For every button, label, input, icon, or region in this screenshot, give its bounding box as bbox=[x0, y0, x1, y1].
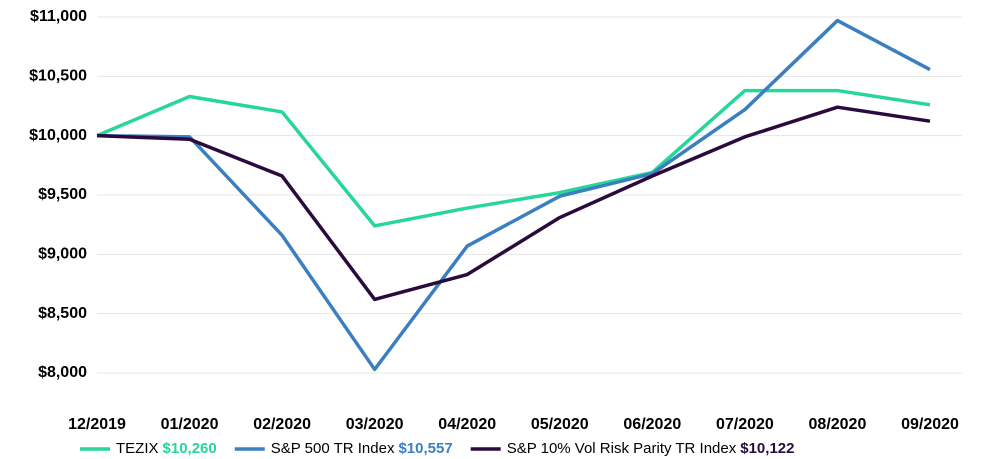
series-line bbox=[96, 105, 931, 302]
y-tick-label: $8,500 bbox=[38, 305, 87, 322]
x-tick-label: 02/2020 bbox=[253, 416, 311, 433]
x-tick-label: 09/2020 bbox=[901, 416, 959, 433]
legend-value: $10,557 bbox=[398, 440, 452, 457]
x-tick-label: 04/2020 bbox=[438, 416, 496, 433]
legend-name: TEZIX bbox=[116, 440, 159, 457]
x-tick-label: 12/2019 bbox=[68, 416, 126, 433]
x-tick-label: 06/2020 bbox=[623, 416, 681, 433]
legend-value: $10,260 bbox=[163, 440, 217, 457]
legend-entry: S&P 10% Vol Risk Parity TR Index $10,122 bbox=[507, 440, 795, 457]
y-tick-label: $9,000 bbox=[38, 246, 87, 263]
y-tick-label: $9,500 bbox=[38, 186, 87, 203]
legend-value: $10,122 bbox=[740, 440, 794, 457]
x-tick-label: 03/2020 bbox=[346, 416, 404, 433]
series-line bbox=[96, 88, 931, 228]
y-tick-label: $8,000 bbox=[38, 364, 87, 381]
legend-entry: S&P 500 TR Index $10,557 bbox=[271, 440, 453, 457]
legend-entry: TEZIX $10,260 bbox=[116, 440, 217, 457]
x-tick-label: 07/2020 bbox=[716, 416, 774, 433]
y-tick-label: $10,000 bbox=[29, 127, 87, 144]
y-tick-label: $11,000 bbox=[30, 8, 87, 25]
x-tick-label: 08/2020 bbox=[809, 416, 867, 433]
y-tick-label: $10,500 bbox=[29, 68, 87, 85]
x-tick-label: 05/2020 bbox=[531, 416, 589, 433]
x-tick-label: 01/2020 bbox=[161, 416, 219, 433]
legend-name: S&P 500 TR Index bbox=[271, 440, 395, 457]
series-line bbox=[96, 18, 931, 372]
legend-name: S&P 10% Vol Risk Parity TR Index bbox=[507, 440, 737, 457]
